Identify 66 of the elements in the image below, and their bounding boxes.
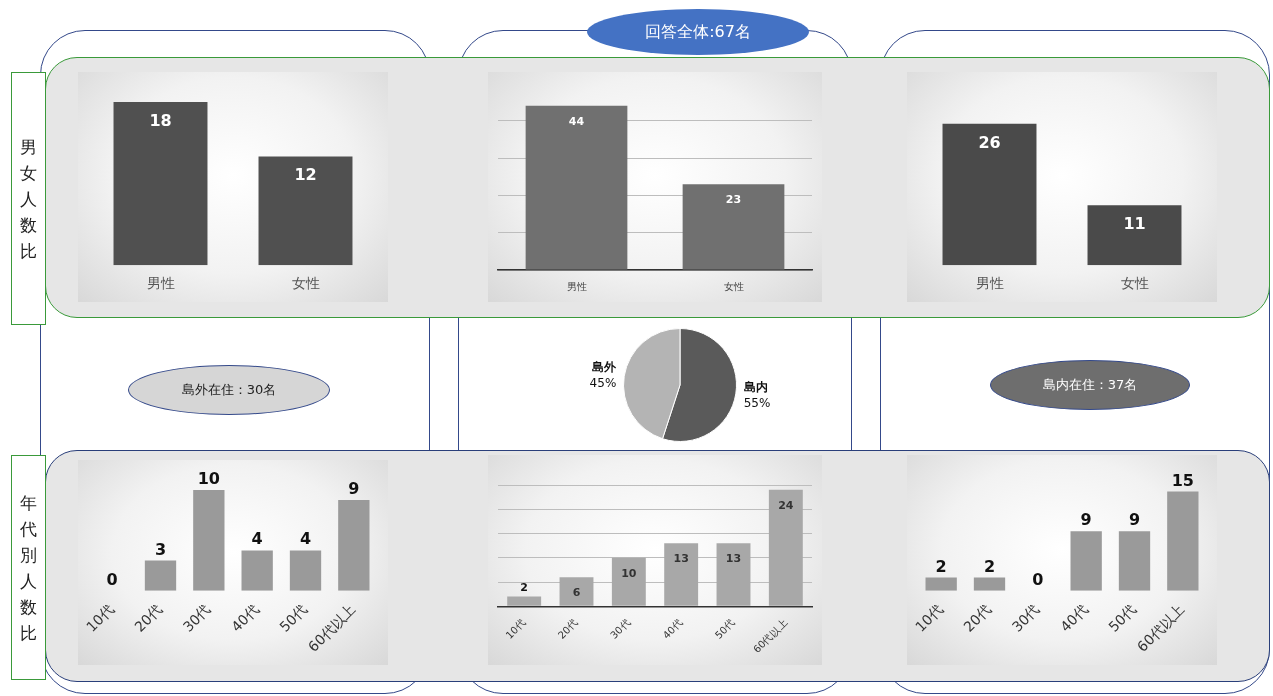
data-label: 9	[348, 479, 360, 499]
data-label: 0	[106, 569, 118, 589]
x-tick-label: 50代	[1105, 601, 1140, 635]
text: 年代別人数比	[11, 455, 46, 680]
bar	[289, 550, 322, 591]
data-label: 44	[568, 114, 585, 128]
data-label: 18	[149, 111, 172, 130]
chart-title: 回答全体:67名	[587, 9, 809, 55]
x-tick-label: 30代	[1008, 601, 1043, 635]
data-label: 11	[1123, 214, 1146, 234]
x-tick-label: 女性	[723, 280, 744, 292]
data-label: 2	[935, 556, 947, 576]
bar	[338, 500, 370, 591]
x-tick-label: 30代	[608, 617, 633, 641]
text: 島外在住：30名	[128, 365, 330, 415]
text: 島内在住：37名	[990, 360, 1190, 410]
x-tick-label: 男性	[566, 280, 587, 292]
x-tick-label: 40代	[660, 617, 685, 641]
bar	[559, 577, 594, 606]
bar	[507, 596, 542, 606]
data-label: 55%	[743, 396, 771, 411]
data-label: 13	[725, 552, 742, 566]
data-label: 9	[1128, 510, 1141, 530]
data-label: 0	[1032, 569, 1044, 589]
x-tick-label: 10代	[503, 617, 528, 641]
x-tick-label: 女性	[291, 275, 320, 292]
x-tick-label: 40代	[1057, 601, 1091, 635]
x-tick-label: 60代以上	[751, 617, 790, 656]
bar	[716, 543, 751, 606]
slice-label: 島外	[592, 359, 618, 374]
data-label: 15	[1171, 470, 1194, 490]
data-label: 6	[572, 586, 581, 600]
x-tick-label: 10代	[83, 601, 117, 635]
data-label: 4	[299, 529, 312, 549]
x-tick-label: 20代	[131, 601, 166, 635]
x-tick-label: 男性	[975, 275, 1004, 292]
data-label: 10	[621, 566, 637, 580]
bar	[611, 557, 646, 606]
x-tick-label: 50代	[276, 601, 311, 635]
bar	[768, 489, 803, 606]
x-tick-label: 40代	[228, 601, 262, 635]
data-label: 45%	[589, 375, 617, 390]
bar	[664, 543, 699, 606]
data-label: 23	[725, 193, 742, 207]
data-label: 10	[197, 469, 220, 488]
data-label: 26	[978, 132, 1001, 152]
x-tick-label: 女性	[1120, 275, 1149, 292]
x-tick-label: 30代	[179, 601, 214, 635]
x-tick-label: 20代	[960, 601, 995, 635]
data-label: 2	[520, 580, 528, 594]
x-tick-label: 50代	[712, 617, 737, 641]
data-label: 24	[778, 498, 794, 512]
x-tick-label: 男性	[146, 275, 175, 292]
text: 男女人数比	[11, 72, 46, 325]
slice-label: 島内	[743, 380, 768, 395]
data-label: 3	[154, 539, 167, 559]
data-label: 2	[983, 556, 996, 576]
data-label: 4	[251, 529, 263, 549]
data-label: 12	[294, 165, 317, 185]
x-tick-label: 20代	[555, 617, 580, 641]
data-label: 13	[673, 552, 689, 566]
bar	[193, 490, 225, 591]
bar	[144, 560, 177, 591]
x-tick-label: 10代	[912, 601, 946, 635]
bar	[241, 550, 273, 591]
data-label: 9	[1080, 510, 1092, 530]
